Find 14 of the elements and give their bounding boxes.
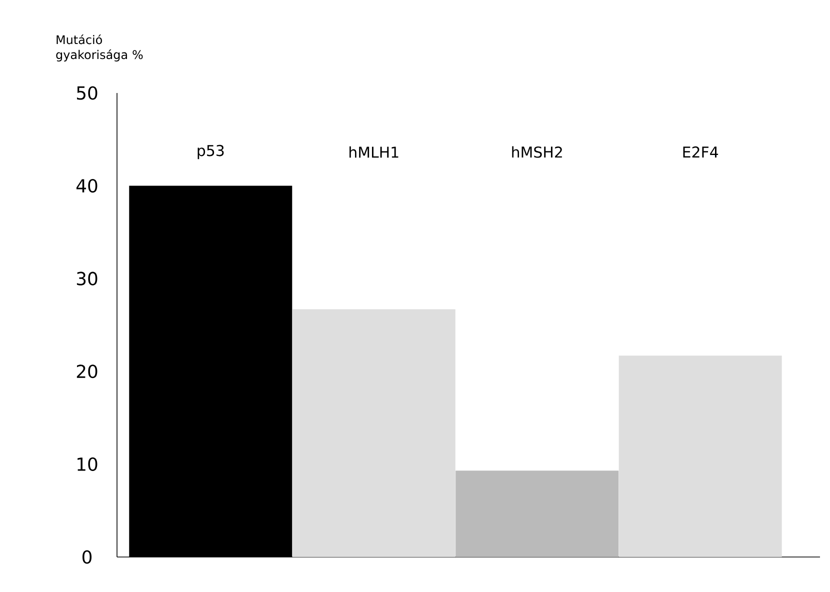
- y-tick-label: 30: [76, 272, 98, 286]
- y-tick-label: 40: [76, 179, 98, 193]
- x-tick-label: p53: [198, 144, 224, 160]
- x-tick-label: hMSH2: [512, 146, 562, 158]
- x-tick-label: hMLH1: [350, 146, 398, 158]
- bar: [456, 470, 619, 557]
- bar: [618, 356, 782, 557]
- y-tick-label: 50: [76, 86, 98, 100]
- y-tick-label: 20: [76, 364, 98, 378]
- x-tick-label: E2F4: [683, 146, 718, 158]
- y-axis-title: Mutáció gyakorisága %: [56, 34, 143, 62]
- bar: [292, 309, 456, 557]
- y-tick-label: 10: [78, 457, 98, 471]
- y-tick-label: 0: [82, 550, 92, 564]
